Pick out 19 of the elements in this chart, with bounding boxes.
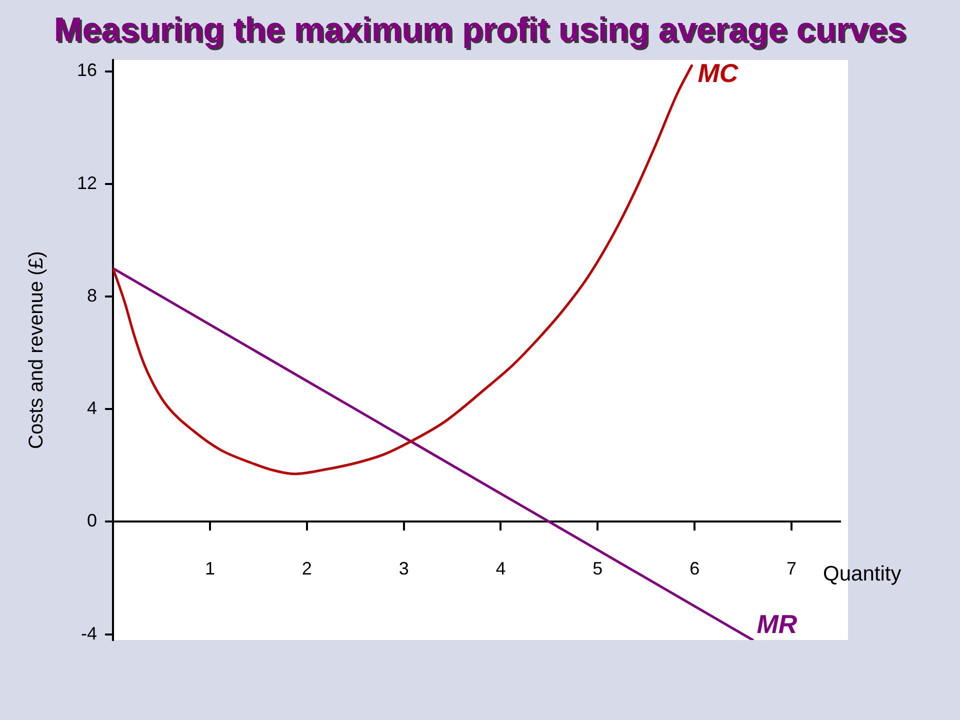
x-tick-label: 3	[398, 558, 409, 579]
y-tick-label: 16	[76, 60, 98, 80]
line-series	[113, 64, 693, 476]
y-axis-title: Costs and revenue (£)	[26, 251, 48, 449]
x-tick-label: 2	[302, 558, 312, 579]
chart-title: Measuring the maximum profit using average curves	[52, 11, 908, 50]
x-tick-label: 5	[592, 558, 603, 579]
series-label: MC	[698, 58, 740, 88]
x-tick-label: 7	[786, 558, 797, 579]
x-tick-label: 4	[496, 558, 506, 579]
y-tick-label: 0	[87, 510, 98, 531]
y-tick-label: 8	[87, 285, 98, 306]
y-tick-label: -4	[81, 623, 98, 644]
y-tick-label: 12	[76, 172, 98, 193]
x-tick-label: 6	[690, 558, 700, 579]
y-tick-label: 4	[87, 398, 98, 418]
series-label: MR	[756, 609, 798, 640]
x-tick-label: 1	[204, 558, 215, 579]
x-axis-title: Quantity	[823, 562, 902, 586]
